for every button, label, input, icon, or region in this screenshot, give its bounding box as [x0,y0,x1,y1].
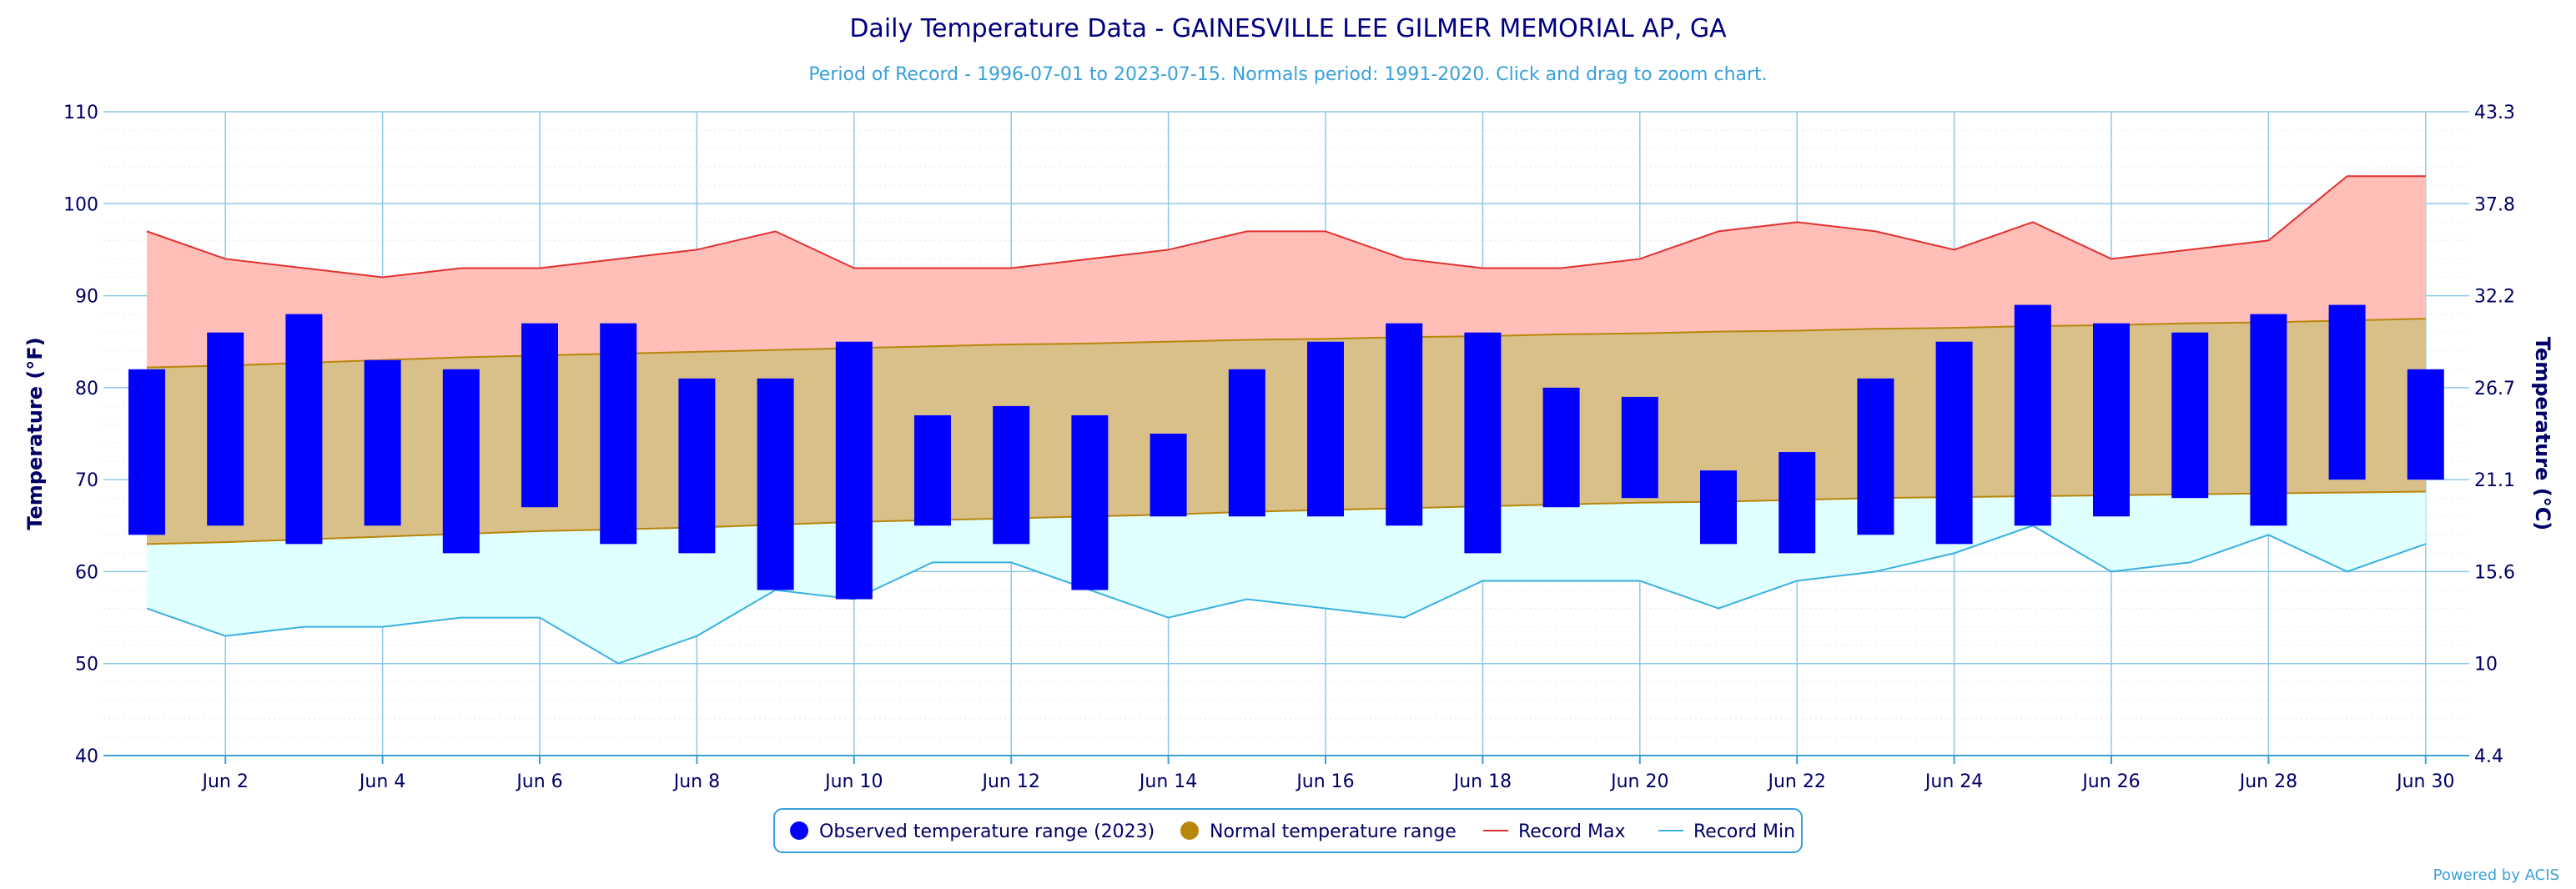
record-max-band [147,176,2426,368]
x-tick-label: Jun 12 [981,771,1040,792]
legend-box [773,808,1803,853]
axes: Jun 2 Jun 4 Jun 6 Jun 8 Jun 10 Jun 12 Jun 14 Ju… [63,103,2515,792]
y-tick-label-right: 21.1 [2474,470,2515,491]
x-tick-label: Jun 18 [1452,771,1512,792]
legend-observed-label: Observed temperature range (2023) [819,821,1155,842]
x-tick-label: Jun 6 [515,771,562,792]
y-tick-label-right: 10 [2474,655,2498,676]
x-tick-label: Jun 26 [2080,771,2140,792]
observed-bar[interactable] [1700,470,1737,545]
x-tick-label: Jun 28 [2238,771,2297,792]
observed-bar[interactable] [1935,341,1973,545]
observed-bar[interactable] [2093,323,2130,517]
observed-bar[interactable] [442,369,480,554]
y-tick-label-left: 50 [75,655,98,676]
observed-bar[interactable] [678,378,716,554]
x-tick-label: Jun 10 [823,771,883,792]
observed-bar[interactable] [1071,414,1109,590]
y-tick-label-left: 70 [75,470,98,491]
range-areas [146,175,2427,665]
x-tick-label: Jun 24 [1924,771,1983,792]
observed-bar[interactable] [2250,314,2287,526]
legend-item-record-max[interactable]: Record Max [1483,821,1626,842]
observed-bar[interactable] [2014,304,2051,526]
chart-title: Daily Temperature Data - GAINESVILLE LEE… [849,14,1727,43]
observed-bar[interactable] [1464,332,1502,554]
observed-bar[interactable] [1542,387,1580,508]
observed-bar[interactable] [1857,378,1894,535]
observed-bar[interactable] [1386,323,1423,526]
x-tick-label: Jun 2 [201,771,249,792]
y-tick-label-left: 60 [75,562,98,583]
y-tick-label-right: 32.2 [2474,287,2515,308]
observed-bar[interactable] [207,332,244,526]
x-tick-label: Jun 14 [1138,771,1197,792]
observed-bar[interactable] [128,369,165,535]
legend-normal-label: Normal temperature range [1210,821,1457,842]
observed-bar[interactable] [1307,341,1344,517]
observed-bar[interactable] [1150,434,1187,517]
y-tick-label-right: 37.8 [2474,194,2515,215]
legend-item-record-min[interactable]: Record Min [1658,821,1795,842]
y-tick-label-right: 43.3 [2474,103,2515,123]
observed-bar[interactable] [364,359,401,526]
observed-bars[interactable] [128,304,2444,600]
observed-bar[interactable] [2407,369,2444,480]
x-tick-label: Jun 16 [1295,771,1354,792]
y-tick-label-left: 100 [63,194,98,215]
legend-item-observed[interactable]: Observed temperature range (2023) [790,821,1155,842]
observed-bar[interactable] [2171,332,2209,499]
chart-subtitle: Period of Record - 1996-07-01 to 2023-07… [808,64,1767,85]
legend: Observed temperature range (2023) Normal… [773,808,1803,853]
credit-link[interactable]: Powered by ACIS [2433,866,2559,884]
observed-bar[interactable] [835,341,873,600]
y-tick-label-left: 40 [75,746,98,767]
y-tick-label-right: 15.6 [2474,562,2515,583]
y-axis-title-right: Temperature (°C) [2531,337,2554,531]
observed-bar[interactable] [1779,452,1816,554]
y-axis-title-left: Temperature (°F) [23,337,47,530]
record-min-band [147,491,2426,664]
observed-bar[interactable] [757,378,794,590]
x-tick-label: Jun 30 [2395,771,2454,792]
legend-item-normal[interactable]: Normal temperature range [1180,821,1457,842]
observed-bar[interactable] [1228,369,1265,517]
legend-observed-marker [790,821,808,840]
observed-bar[interactable] [285,314,323,545]
observed-bar[interactable] [521,323,558,508]
y-tick-label-right: 26.7 [2474,379,2515,399]
y-tick-label-left: 80 [75,379,98,399]
legend-record-max-label: Record Max [1518,821,1626,842]
normal-range-band [147,319,2426,545]
x-tick-label: Jun 22 [1767,771,1826,792]
y-tick-label-right: 4.4 [2474,746,2503,767]
y-tick-label-left: 110 [63,103,98,123]
observed-bar[interactable] [1621,396,1658,499]
x-tick-label: Jun 4 [358,771,405,792]
y-tick-label-left: 90 [75,287,98,308]
legend-normal-marker [1180,821,1199,840]
record-min-line [146,525,2427,665]
x-tick-label: Jun 8 [672,771,720,792]
observed-bar[interactable] [2328,304,2366,480]
observed-bar[interactable] [914,414,951,526]
record-max-line [146,175,2426,279]
legend-record-min-label: Record Min [1693,821,1795,842]
observed-bar[interactable] [600,323,637,545]
observed-bar[interactable] [993,405,1030,545]
x-tick-label: Jun 20 [1609,771,1668,792]
